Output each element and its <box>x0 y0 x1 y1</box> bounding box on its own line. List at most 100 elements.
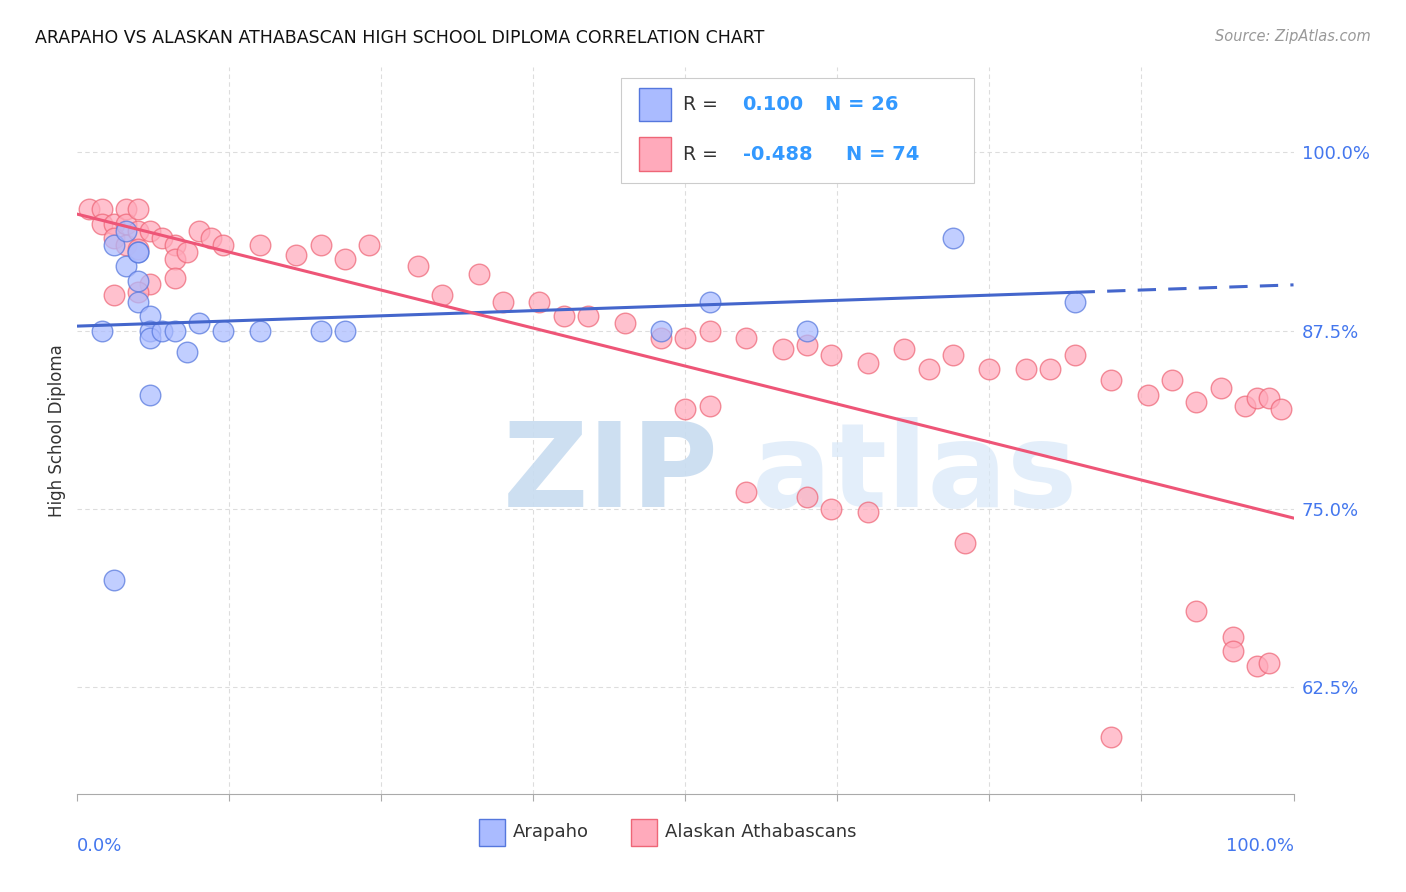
Point <box>249 238 271 252</box>
Point <box>650 324 672 338</box>
Point <box>1161 374 1184 388</box>
Point <box>249 324 271 338</box>
Point <box>1233 399 1256 413</box>
Point <box>188 224 211 238</box>
Text: ZIP: ZIP <box>503 417 718 532</box>
Point <box>1222 644 1244 658</box>
Point <box>333 324 356 338</box>
Text: Arapaho: Arapaho <box>513 823 589 841</box>
FancyBboxPatch shape <box>631 819 658 847</box>
Point <box>529 295 551 310</box>
Text: N = 26: N = 26 <box>825 95 898 114</box>
Point <box>115 217 138 231</box>
Point <box>127 243 149 257</box>
Y-axis label: High School Diploma: High School Diploma <box>48 344 66 516</box>
Point <box>1258 656 1281 670</box>
Point <box>856 356 879 370</box>
Point <box>333 252 356 267</box>
Point <box>127 202 149 217</box>
Point <box>699 295 721 310</box>
Text: N = 74: N = 74 <box>846 145 920 163</box>
Point <box>772 342 794 356</box>
Point <box>127 274 149 288</box>
Point <box>406 260 429 274</box>
Point <box>127 224 149 238</box>
Text: -0.488: -0.488 <box>742 145 813 163</box>
Point <box>359 238 381 252</box>
Point <box>212 324 235 338</box>
Point <box>1246 658 1268 673</box>
Point <box>1222 630 1244 644</box>
Point <box>699 399 721 413</box>
Point <box>115 224 138 238</box>
Point <box>90 217 112 231</box>
Point <box>188 317 211 331</box>
Point <box>918 362 941 376</box>
Point <box>90 324 112 338</box>
Point <box>103 217 125 231</box>
Point <box>893 342 915 356</box>
Text: Alaskan Athabascans: Alaskan Athabascans <box>665 823 856 841</box>
Text: 100.0%: 100.0% <box>1226 838 1294 855</box>
Point <box>796 338 818 352</box>
Point <box>139 310 162 324</box>
Text: 0.0%: 0.0% <box>77 838 122 855</box>
Point <box>820 348 842 362</box>
Point <box>115 202 138 217</box>
FancyBboxPatch shape <box>478 819 505 847</box>
Point <box>127 285 149 299</box>
Point <box>699 324 721 338</box>
Point <box>103 573 125 587</box>
Point <box>820 501 842 516</box>
Point <box>1185 395 1208 409</box>
Point <box>163 271 186 285</box>
Point <box>79 202 101 217</box>
Point <box>212 238 235 252</box>
Point <box>176 245 198 260</box>
Point <box>163 324 186 338</box>
Point <box>152 324 174 338</box>
Point <box>309 238 332 252</box>
Point <box>796 491 818 505</box>
Point <box>675 402 697 417</box>
Point <box>176 345 198 359</box>
Point <box>152 231 174 245</box>
Point <box>139 388 162 402</box>
Point <box>1246 391 1268 405</box>
Point <box>856 505 879 519</box>
Point <box>285 248 308 262</box>
Text: 0.100: 0.100 <box>742 95 804 114</box>
Point <box>115 238 138 252</box>
Point <box>613 317 636 331</box>
Point <box>1063 295 1085 310</box>
Text: R =: R = <box>683 145 724 163</box>
Point <box>90 202 112 217</box>
Point <box>115 260 138 274</box>
Point <box>1209 381 1232 395</box>
Point <box>139 324 162 338</box>
Point <box>942 348 965 362</box>
Point <box>1063 348 1085 362</box>
Point <box>1039 362 1062 376</box>
Point <box>735 484 758 499</box>
Point <box>675 331 697 345</box>
Point <box>979 362 1001 376</box>
Point <box>1099 730 1122 744</box>
Point <box>163 252 186 267</box>
Point <box>796 324 818 338</box>
Point <box>492 295 515 310</box>
Text: Source: ZipAtlas.com: Source: ZipAtlas.com <box>1215 29 1371 44</box>
Point <box>1161 801 1184 815</box>
Point <box>576 310 599 324</box>
Point <box>953 536 976 550</box>
Point <box>650 331 672 345</box>
Point <box>163 238 186 252</box>
Point <box>103 238 125 252</box>
Point <box>139 331 162 345</box>
FancyBboxPatch shape <box>640 88 671 121</box>
Point <box>1136 388 1159 402</box>
Point <box>1015 362 1038 376</box>
FancyBboxPatch shape <box>640 137 671 171</box>
FancyBboxPatch shape <box>621 78 974 183</box>
Point <box>127 245 149 260</box>
